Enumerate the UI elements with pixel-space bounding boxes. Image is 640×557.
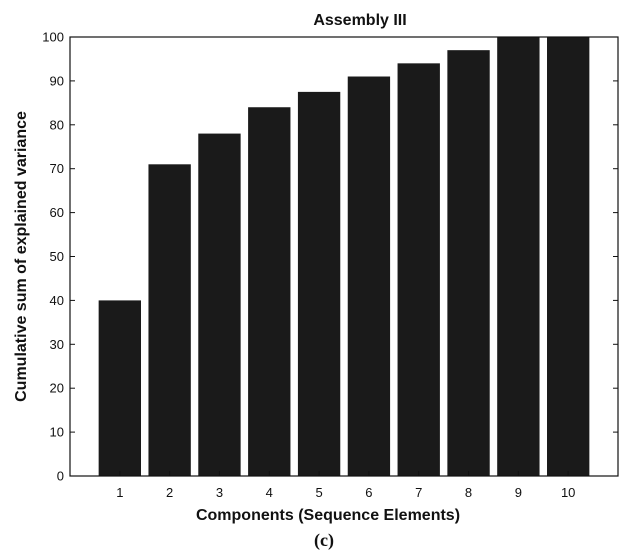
chart-title: Assembly III [313, 12, 406, 29]
y-axis-label: Cumulative sum of explained variance [13, 111, 30, 402]
x-tick-label: 2 [166, 485, 173, 500]
y-tick-label: 60 [50, 205, 64, 220]
bar-8 [447, 50, 490, 477]
bars-group [98, 37, 590, 477]
bar-2 [148, 164, 191, 476]
x-tick-label: 5 [315, 485, 322, 500]
y-tick-label: 80 [50, 117, 64, 132]
bar-4 [248, 107, 291, 477]
bar-10 [547, 37, 590, 476]
y-tick-label: 50 [50, 249, 64, 264]
y-tick-label: 30 [50, 337, 64, 352]
bar-5 [297, 91, 341, 477]
x-tick-label: 8 [465, 485, 472, 500]
x-tick-label: 9 [515, 485, 522, 500]
y-tick-label: 20 [50, 381, 64, 396]
x-tick-label: 4 [266, 485, 273, 500]
x-tick-label: 10 [561, 485, 575, 500]
x-tick-label: 3 [216, 485, 223, 500]
y-tick-label: 0 [57, 469, 64, 484]
bar-6 [347, 76, 391, 476]
x-axis: 1 2 3 4 5 6 7 8 9 10 [116, 471, 575, 500]
bar-1 [98, 300, 141, 476]
x-tick-label: 7 [415, 485, 422, 500]
y-axis: 0 10 20 30 40 50 60 70 80 90 100 [42, 30, 618, 484]
x-tick-label: 6 [365, 485, 372, 500]
panel-label: (c) [314, 530, 334, 551]
y-tick-label: 10 [50, 425, 64, 440]
y-tick-label: 100 [42, 30, 64, 45]
x-tick-label: 1 [116, 485, 123, 500]
y-tick-label: 40 [50, 293, 64, 308]
y-tick-label: 70 [50, 161, 64, 176]
x-axis-label: Components (Sequence Elements) [196, 507, 460, 524]
bar-7 [397, 63, 440, 477]
bar-3 [198, 133, 241, 476]
y-tick-label: 90 [50, 73, 64, 88]
bar-9 [497, 37, 540, 476]
